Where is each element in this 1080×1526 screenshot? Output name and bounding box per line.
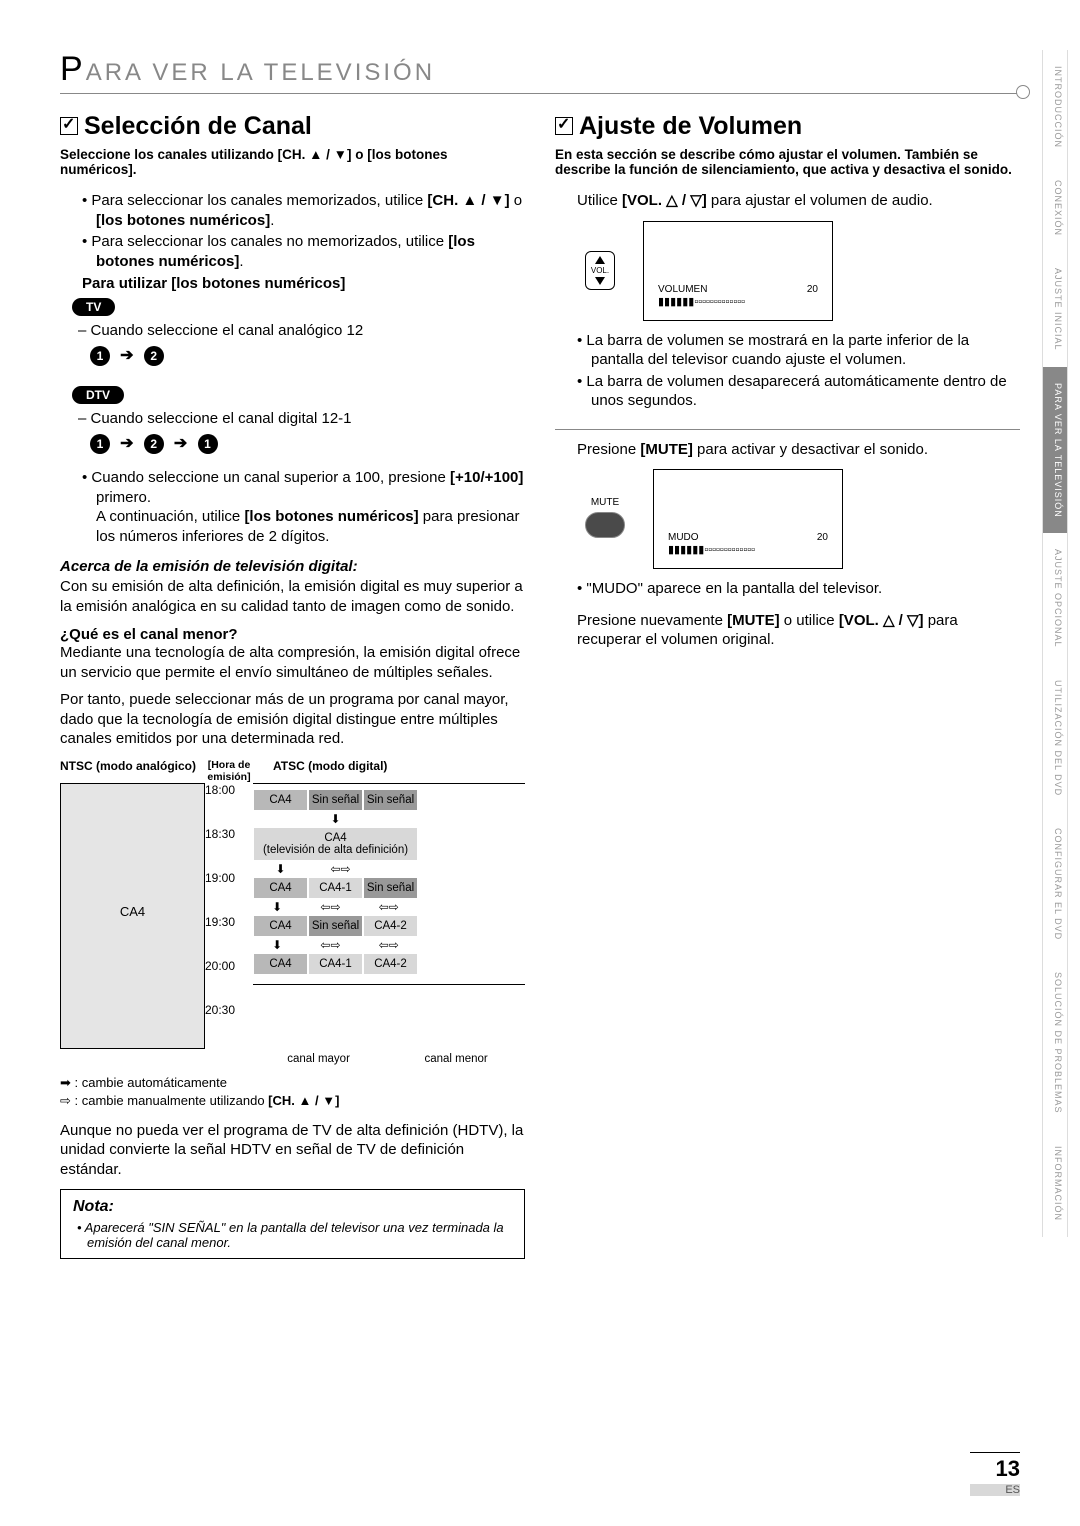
vol-control-block: VOL. VOLUMEN20 ▮▮▮▮▮▮▫▫▫▫▫▫▫▫▫▫▫▫▫: [585, 221, 1020, 321]
dtv-sequence: 1 ➔ 2 ➔ 1: [90, 433, 525, 454]
section-title-volume: Ajuste de Volumen: [555, 112, 1020, 141]
page-header: PARA VER LA TELEVISIÓN: [60, 50, 1020, 94]
hdtv-note: Aunque no pueda ver el programa de TV de…: [60, 1121, 525, 1180]
lead-channel: Seleccione los canales utilizando [CH. ▲…: [60, 147, 525, 177]
lead-volume: En esta sección se describe cómo ajustar…: [555, 147, 1020, 177]
mute-bullet: "MUDO" aparece en la pantalla del televi…: [577, 579, 1020, 599]
tv-example-line: – Cuando seleccione el canal analógico 1…: [78, 322, 525, 339]
mute-label: MUTE: [585, 497, 625, 508]
vol-bullet-1: La barra de volumen se mostrará en la pa…: [577, 331, 1020, 370]
key-2: 2: [144, 346, 164, 366]
bullet-memorized: Para seleccionar los canales memorizados…: [82, 191, 525, 230]
page-footer: 13 ES: [970, 1452, 1020, 1496]
mute-control-block: MUTE MUDO20 ▮▮▮▮▮▮▫▫▫▫▫▫▫▫▫▫▫▫▫: [585, 469, 1020, 569]
atsc-column: CA4 Sin señal Sin señal ⬇ CA4 (televisió…: [253, 783, 525, 985]
dtv-pill: DTV: [72, 386, 124, 404]
bullet-nonmemorized: Para seleccionar los canales no memoriza…: [82, 232, 525, 271]
vol-label: VOL.: [588, 266, 612, 275]
note-body: • Aparecerá "SIN SEÑAL" en la pantalla d…: [73, 1220, 512, 1250]
vol-instruction: Utilice [VOL. △ / ▽] para ajustar el vol…: [577, 191, 1020, 211]
left-column: Selección de Canal Seleccione los canale…: [60, 112, 525, 1259]
tv-screen-volume: VOLUMEN20 ▮▮▮▮▮▮▫▫▫▫▫▫▫▫▫▫▫▫▫: [643, 221, 833, 321]
atsc-label: ATSC (modo digital): [253, 759, 525, 783]
nav-item[interactable]: INFORMACIÓN: [1042, 1130, 1068, 1237]
header-rest: ARA VER LA TELEVISIÓN: [86, 59, 435, 86]
nav-item[interactable]: CONFIGURAR EL DVD: [1042, 812, 1068, 956]
tv-pill: TV: [72, 298, 115, 316]
mute-button-wrap: MUTE: [585, 497, 625, 542]
nav-item[interactable]: CONEXIÓN: [1042, 164, 1068, 252]
vol-button[interactable]: VOL.: [585, 251, 615, 290]
subhead-numeric: Para utilizar [los botones numéricos]: [82, 275, 525, 292]
mute-button[interactable]: [585, 512, 625, 538]
lang-code: ES: [970, 1484, 1020, 1496]
key-1b: 1: [198, 434, 218, 454]
minor-channel-p1: Mediante una tecnología de alta compresi…: [60, 643, 525, 682]
about-digital-title: Acerca de la emisión de televisión digit…: [60, 558, 525, 575]
nav-item[interactable]: UTILIZACIÓN DEL DVD: [1042, 664, 1068, 812]
unmute-instruction: Presione nuevamente [MUTE] o utilice [VO…: [577, 611, 1020, 650]
separator: [555, 429, 1020, 430]
side-nav: INTRODUCCIÓN CONEXIÓN AJUSTE INICIAL PAR…: [1042, 50, 1068, 1237]
tv-screen-mute: MUDO20 ▮▮▮▮▮▮▫▫▫▫▫▫▫▫▫▫▫▫▫: [653, 469, 843, 569]
nav-item[interactable]: SOLUCIÓN DE PROBLEMAS: [1042, 956, 1068, 1130]
vol-bullet-2: La barra de volumen desaparecerá automát…: [577, 372, 1020, 411]
arrow-icon: ➔: [120, 433, 133, 453]
arrow-icon: ➔: [174, 433, 187, 453]
key-2: 2: [144, 434, 164, 454]
check-icon: [60, 117, 78, 135]
arrow-icon: ➔: [120, 345, 133, 365]
header-initial: P: [60, 50, 86, 88]
key-1: 1: [90, 346, 110, 366]
minor-channel-title: ¿Qué es el canal menor?: [60, 626, 525, 643]
tv-sequence: 1 ➔ 2: [90, 345, 525, 366]
canal-labels: canal mayorcanal menor: [250, 1053, 525, 1065]
channel-diagram: NTSC (modo analógico) [Hora de emisión] …: [60, 759, 525, 1065]
nav-item[interactable]: INTRODUCCIÓN: [1042, 50, 1068, 164]
diagram-legend: ➡ : cambie automáticamente ⇨ : cambie ma…: [60, 1075, 525, 1109]
section-title-channel: Selección de Canal: [60, 112, 525, 141]
about-digital-text: Con su emisión de alta definición, la em…: [60, 577, 525, 616]
note-box: Nota: • Aparecerá "SIN SEÑAL" en la pant…: [60, 1189, 525, 1259]
key-1: 1: [90, 434, 110, 454]
nav-item[interactable]: AJUSTE OPCIONAL: [1042, 533, 1068, 664]
check-icon: [555, 117, 573, 135]
minor-channel-p2: Por tanto, puede seleccionar más de un p…: [60, 690, 525, 749]
vol-up-icon: [595, 256, 605, 264]
time-column: 18:00 18:30 19:00 19:30 20:00 20:30: [205, 783, 253, 1047]
ntsc-label: NTSC (modo analógico): [60, 759, 205, 783]
ntsc-column: CA4: [60, 783, 205, 1049]
vol-down-icon: [595, 277, 605, 285]
dtv-example-line: – Cuando seleccione el canal digital 12-…: [78, 410, 525, 427]
right-column: Ajuste de Volumen En esta sección se des…: [555, 112, 1020, 1259]
hora-label: [Hora de emisión]: [205, 759, 253, 783]
nav-item[interactable]: AJUSTE INICIAL: [1042, 252, 1068, 367]
nav-item-active[interactable]: PARA VER LA TELEVISIÓN: [1042, 367, 1068, 534]
page-number: 13: [970, 1452, 1020, 1482]
note-title: Nota:: [73, 1198, 512, 1216]
bullet-over100: Cuando seleccione un canal superior a 10…: [82, 468, 525, 546]
mute-instruction: Presione [MUTE] para activar y desactiva…: [577, 440, 1020, 460]
